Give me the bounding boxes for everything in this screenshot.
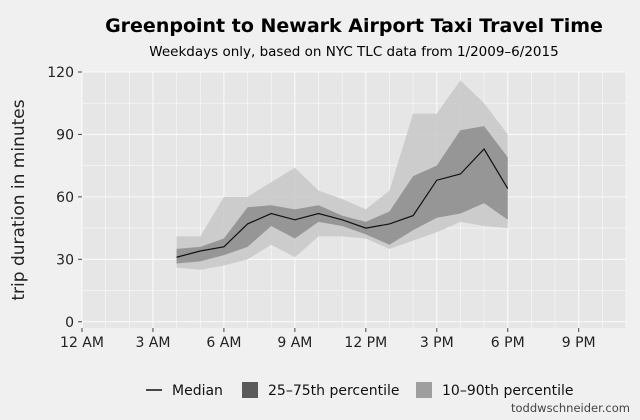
x-tick-label: 3 AM <box>135 335 170 351</box>
y-tick-label: 0 <box>65 315 74 331</box>
y-tick-label: 90 <box>56 127 74 143</box>
legend-p1090-label: 10–90th percentile <box>442 383 573 399</box>
bands <box>176 80 508 270</box>
x-tick-label: 9 PM <box>562 335 596 351</box>
plot-panel <box>82 72 626 328</box>
legend-iqr-swatch <box>242 382 258 398</box>
gridlines <box>81 71 627 328</box>
x-tick-label: 6 PM <box>491 335 525 351</box>
x-tick-label: 6 AM <box>206 335 241 351</box>
x-tick-label: 12 AM <box>60 335 104 351</box>
legend-p1090-swatch <box>416 382 432 398</box>
legend: Median 25–75th percentile 10–90th percenti… <box>146 382 573 399</box>
y-axis-label: trip duration in minutes <box>9 99 29 300</box>
median-line-group <box>176 148 509 258</box>
credit-text: toddwschneider.com <box>511 401 630 415</box>
band-25-75th-percentile <box>176 126 508 264</box>
x-axis-ticks: 12 AM 3 AM 6 AM 9 AM 12 PM 3 PM 6 PM 9 PM <box>60 328 596 351</box>
median-line <box>176 148 509 258</box>
chart-title: Greenpoint to Newark Airport Taxi Travel… <box>105 15 603 37</box>
x-tick-label: 12 PM <box>344 335 387 351</box>
x-tick-label: 3 PM <box>420 335 454 351</box>
y-axis-ticks: 0 30 60 90 120 <box>47 65 82 331</box>
x-tick-label: 9 AM <box>277 335 312 351</box>
chart-subtitle: Weekdays only, based on NYC TLC data fro… <box>149 44 558 60</box>
legend-iqr-label: 25–75th percentile <box>268 383 399 399</box>
y-tick-label: 30 <box>56 252 74 268</box>
y-tick-label: 120 <box>47 65 74 81</box>
y-tick-label: 60 <box>56 190 74 206</box>
legend-median-label: Median <box>172 383 223 399</box>
